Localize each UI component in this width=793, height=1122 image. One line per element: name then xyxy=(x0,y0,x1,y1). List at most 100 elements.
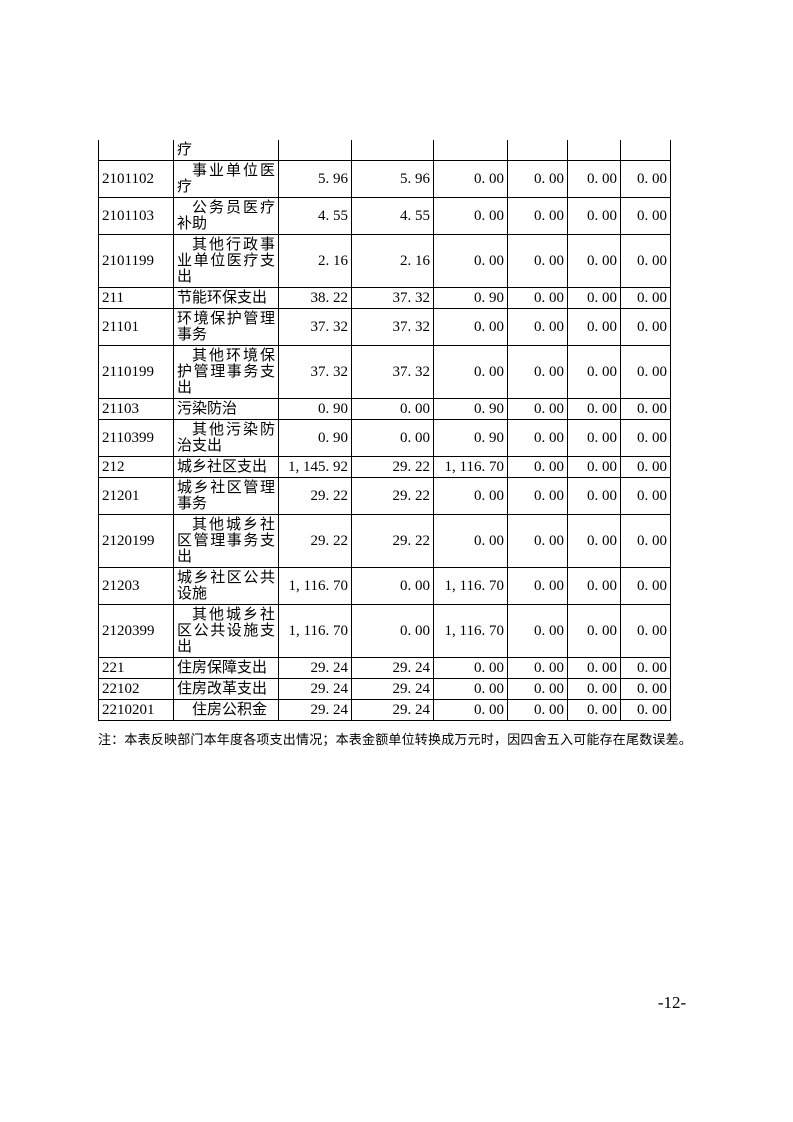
value-cell: 29. 24 xyxy=(351,699,434,721)
value-cell xyxy=(507,140,568,161)
code-cell: 2101103 xyxy=(98,197,174,235)
value-cell: 0. 00 xyxy=(507,197,568,235)
value-cell: 0. 00 xyxy=(567,160,621,198)
value-cell: 0. 00 xyxy=(567,699,621,721)
value-cell: 0. 00 xyxy=(507,604,568,658)
code-cell: 2110399 xyxy=(98,419,174,457)
name-cell: 疗 xyxy=(173,140,279,161)
name-cell: 环境保护管理事务 xyxy=(173,308,279,346)
value-cell: 0. 00 xyxy=(620,345,671,399)
value-cell: 0. 00 xyxy=(507,419,568,457)
value-cell: 0. 00 xyxy=(620,456,671,478)
name-cell: 公务员医疗补助 xyxy=(173,197,279,235)
value-cell: 37. 32 xyxy=(351,345,434,399)
value-cell: 4. 55 xyxy=(278,197,352,235)
value-cell: 0. 00 xyxy=(507,657,568,679)
table-row: 21201 城乡社区管理事务 29. 22 29. 22 0. 00 0. 00 0. 00… xyxy=(98,477,671,515)
page-number: -12- xyxy=(657,993,687,1012)
value-cell: 0. 00 xyxy=(567,477,621,515)
value-cell: 1, 116. 70 xyxy=(433,604,508,658)
code-cell: 211 xyxy=(98,287,174,309)
value-cell: 0. 00 xyxy=(433,160,508,198)
value-cell: 38. 22 xyxy=(278,287,352,309)
value-cell: 1, 116. 70 xyxy=(433,567,508,605)
value-cell: 0. 00 xyxy=(567,234,621,288)
value-cell xyxy=(433,140,508,161)
value-cell: 0. 00 xyxy=(433,514,508,568)
value-cell: 0. 00 xyxy=(567,657,621,679)
value-cell: 1, 116. 70 xyxy=(278,567,352,605)
value-cell: 0. 00 xyxy=(620,699,671,721)
code-cell xyxy=(98,140,174,161)
value-cell: 0. 00 xyxy=(620,398,671,420)
name-cell: 其他环境保护管理事务支出 xyxy=(173,345,279,399)
value-cell: 0. 00 xyxy=(567,197,621,235)
value-cell: 29. 22 xyxy=(351,456,434,478)
code-cell: 2120399 xyxy=(98,604,174,658)
code-cell: 21101 xyxy=(98,308,174,346)
value-cell: 0. 00 xyxy=(507,678,568,700)
value-cell: 2. 16 xyxy=(351,234,434,288)
name-cell: 其他城乡社区公共设施支出 xyxy=(173,604,279,658)
table-row: 21103 污染防治 0. 90 0. 00 0. 90 0. 00 0. 00 0. 00 xyxy=(98,398,671,420)
value-cell: 0. 00 xyxy=(433,678,508,700)
budget-expenditure-table: 疗 2101102 事业单位医疗 5. 96 5. 96 0. 00 0. 00 0. 00 0… xyxy=(98,140,671,721)
name-cell: 城乡社区支出 xyxy=(173,456,279,478)
value-cell xyxy=(351,140,434,161)
name-cell: 住房改革支出 xyxy=(173,678,279,700)
value-cell: 0. 00 xyxy=(620,197,671,235)
value-cell: 0. 00 xyxy=(433,308,508,346)
name-cell: 其他行政事业单位医疗支出 xyxy=(173,234,279,288)
value-cell: 37. 32 xyxy=(351,308,434,346)
value-cell: 0. 90 xyxy=(278,419,352,457)
value-cell: 0. 00 xyxy=(507,345,568,399)
value-cell: 0. 90 xyxy=(278,398,352,420)
value-cell: 29. 24 xyxy=(351,657,434,679)
value-cell: 5. 96 xyxy=(278,160,352,198)
value-cell: 0. 00 xyxy=(351,398,434,420)
value-cell: 0. 00 xyxy=(433,699,508,721)
name-cell: 城乡社区公共设施 xyxy=(173,567,279,605)
code-cell: 2120199 xyxy=(98,514,174,568)
value-cell: 0. 00 xyxy=(567,287,621,309)
value-cell: 0. 00 xyxy=(567,308,621,346)
table-row: 疗 xyxy=(98,140,671,161)
code-cell: 22102 xyxy=(98,678,174,700)
value-cell: 37. 32 xyxy=(278,345,352,399)
name-cell: 其他城乡社区管理事务支出 xyxy=(173,514,279,568)
table-row: 2110199 其他环境保护管理事务支出 37. 32 37. 32 0. 00 0. 0… xyxy=(98,345,671,399)
value-cell: 0. 00 xyxy=(433,197,508,235)
table-row: 221 住房保障支出 29. 24 29. 24 0. 00 0. 00 0. 00 0. 0… xyxy=(98,657,671,679)
value-cell: 0. 00 xyxy=(507,699,568,721)
value-cell: 29. 24 xyxy=(278,699,352,721)
table-row: 2101103 公务员医疗补助 4. 55 4. 55 0. 00 0. 00 0. 00 0… xyxy=(98,197,671,235)
value-cell: 0. 00 xyxy=(507,567,568,605)
value-cell: 37. 32 xyxy=(278,308,352,346)
name-cell: 城乡社区管理事务 xyxy=(173,477,279,515)
value-cell: 4. 55 xyxy=(351,197,434,235)
value-cell: 1, 116. 70 xyxy=(278,604,352,658)
value-cell: 0. 00 xyxy=(351,604,434,658)
value-cell xyxy=(278,140,352,161)
value-cell: 0. 00 xyxy=(620,604,671,658)
value-cell: 29. 22 xyxy=(351,477,434,515)
value-cell: 0. 00 xyxy=(620,657,671,679)
code-cell: 21103 xyxy=(98,398,174,420)
value-cell: 0. 00 xyxy=(620,477,671,515)
value-cell: 1, 145. 92 xyxy=(278,456,352,478)
value-cell: 29. 22 xyxy=(278,477,352,515)
value-cell: 29. 22 xyxy=(278,514,352,568)
value-cell: 0. 00 xyxy=(567,514,621,568)
value-cell: 0. 00 xyxy=(433,345,508,399)
table-row: 21203 城乡社区公共设施 1, 116. 70 0. 00 1, 116. 70 0.… xyxy=(98,567,671,605)
table-footnote: 注：本表反映部门本年度各项支出情况；本表金额单位转换成万元时，因四舍五入可能存在… xyxy=(98,732,693,747)
value-cell: 0. 00 xyxy=(507,456,568,478)
value-cell: 0. 00 xyxy=(567,678,621,700)
value-cell: 0. 00 xyxy=(620,234,671,288)
value-cell: 0. 00 xyxy=(567,456,621,478)
value-cell: 0. 90 xyxy=(433,287,508,309)
value-cell: 1, 116. 70 xyxy=(433,456,508,478)
value-cell: 0. 00 xyxy=(433,234,508,288)
table-body: 疗 2101102 事业单位医疗 5. 96 5. 96 0. 00 0. 00 0. 00 0… xyxy=(98,140,671,721)
table-row: 22102 住房改革支出 29. 24 29. 24 0. 00 0. 00 0. 00 0.… xyxy=(98,678,671,700)
